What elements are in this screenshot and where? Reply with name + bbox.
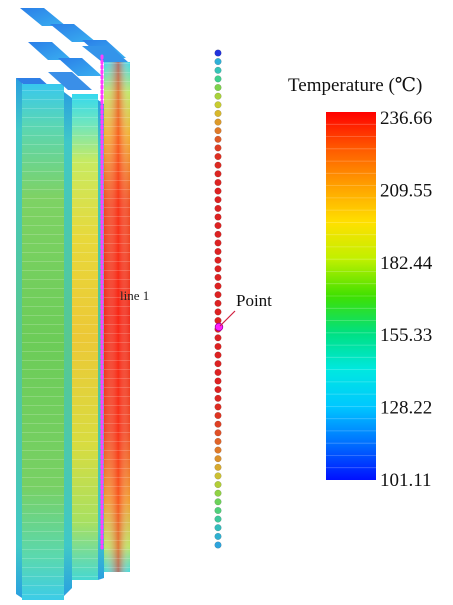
probe-point: [214, 489, 222, 497]
rod-front-mid-top: [48, 72, 92, 90]
rod-front-mid-side: [64, 92, 72, 596]
probe-point: [214, 213, 222, 221]
probe-point: [214, 109, 222, 117]
probe-point: [214, 118, 222, 126]
probe-point: [214, 437, 222, 445]
probe-point: [214, 299, 222, 307]
probe-point: [214, 161, 222, 169]
probe-point: [214, 524, 222, 532]
probe-point: [214, 506, 222, 515]
probe-point: [214, 334, 222, 342]
legend-color-bar: [326, 112, 376, 480]
rod-front-right-top: [82, 46, 128, 62]
rod-bundle: [16, 8, 130, 600]
probe-point: [214, 515, 222, 523]
probe-point: [214, 420, 222, 428]
probe-point: [214, 532, 222, 540]
probe-point: [214, 411, 222, 420]
probe-point: [214, 273, 222, 281]
probe-point: [214, 386, 222, 394]
probe-point: [214, 239, 222, 247]
probe-point: [214, 308, 222, 316]
probe-point: [214, 472, 222, 480]
probe-point: [214, 83, 222, 92]
point-callout-line: [219, 310, 236, 327]
probe-point: [214, 265, 222, 273]
probe-point: [214, 153, 222, 161]
probe-point: [214, 256, 222, 264]
probe-point: [214, 351, 222, 359]
probe-point: [214, 196, 222, 204]
legend-tick-label: 101.11: [380, 470, 432, 491]
legend-tick-label: 182.44: [380, 253, 433, 274]
legend-title: Temperature (℃): [288, 75, 422, 96]
probe-point: [214, 377, 222, 385]
probe-point: [214, 247, 222, 256]
probe-point: [214, 342, 222, 351]
probe-point: [214, 481, 222, 489]
probe-point: [214, 230, 222, 238]
probe-point: [214, 394, 222, 402]
probe-point: [214, 75, 222, 83]
rod-mid-left-top: [28, 42, 72, 60]
probe-point: [214, 463, 222, 471]
probe-point: [214, 135, 222, 143]
line-1-label: line 1: [120, 288, 149, 303]
probe-point: [214, 127, 222, 135]
probe-point: [214, 317, 222, 325]
rod-back-mid-top: [50, 24, 96, 42]
legend-tick-labels: 236.66 209.55 182.44 155.33 128.22 101.11: [380, 108, 433, 491]
probe-point: [214, 187, 222, 195]
legend-band-lines: [326, 123, 376, 469]
probe-point: [214, 204, 222, 212]
probe-point: [214, 101, 222, 109]
probe-point: [214, 49, 222, 57]
rod-front-left-side: [16, 78, 22, 598]
probe-point: [214, 368, 222, 376]
probe-point: [214, 170, 222, 178]
legend-tick-label: 209.55: [380, 180, 432, 201]
probe-point: [214, 222, 222, 230]
probe-point: [214, 66, 222, 74]
probe-point: [214, 58, 222, 66]
point-label: Point: [236, 291, 272, 310]
probe-point: [214, 92, 222, 100]
probe-point: [214, 360, 222, 368]
rod-back-left-top: [20, 8, 66, 26]
probe-point: [214, 455, 222, 463]
probe-point: [214, 429, 222, 437]
probe-point: [214, 446, 222, 454]
probe-point: [214, 291, 222, 299]
probe-point: [214, 178, 222, 187]
probe-point: [214, 541, 222, 549]
legend-tick-label: 155.33: [380, 325, 432, 346]
temperature-legend: Temperature (℃) 236.66 209.55 182.44 155.33…: [288, 75, 433, 491]
probe-points: [214, 49, 222, 549]
probe-point: [214, 498, 222, 506]
probe-point: [214, 403, 222, 411]
legend-tick-label: 128.22: [380, 398, 432, 419]
probe-point: [214, 144, 222, 152]
legend-tick-label: 236.66: [380, 108, 432, 129]
rod-mid-mid-top: [58, 58, 102, 76]
probe-point: [214, 282, 222, 290]
